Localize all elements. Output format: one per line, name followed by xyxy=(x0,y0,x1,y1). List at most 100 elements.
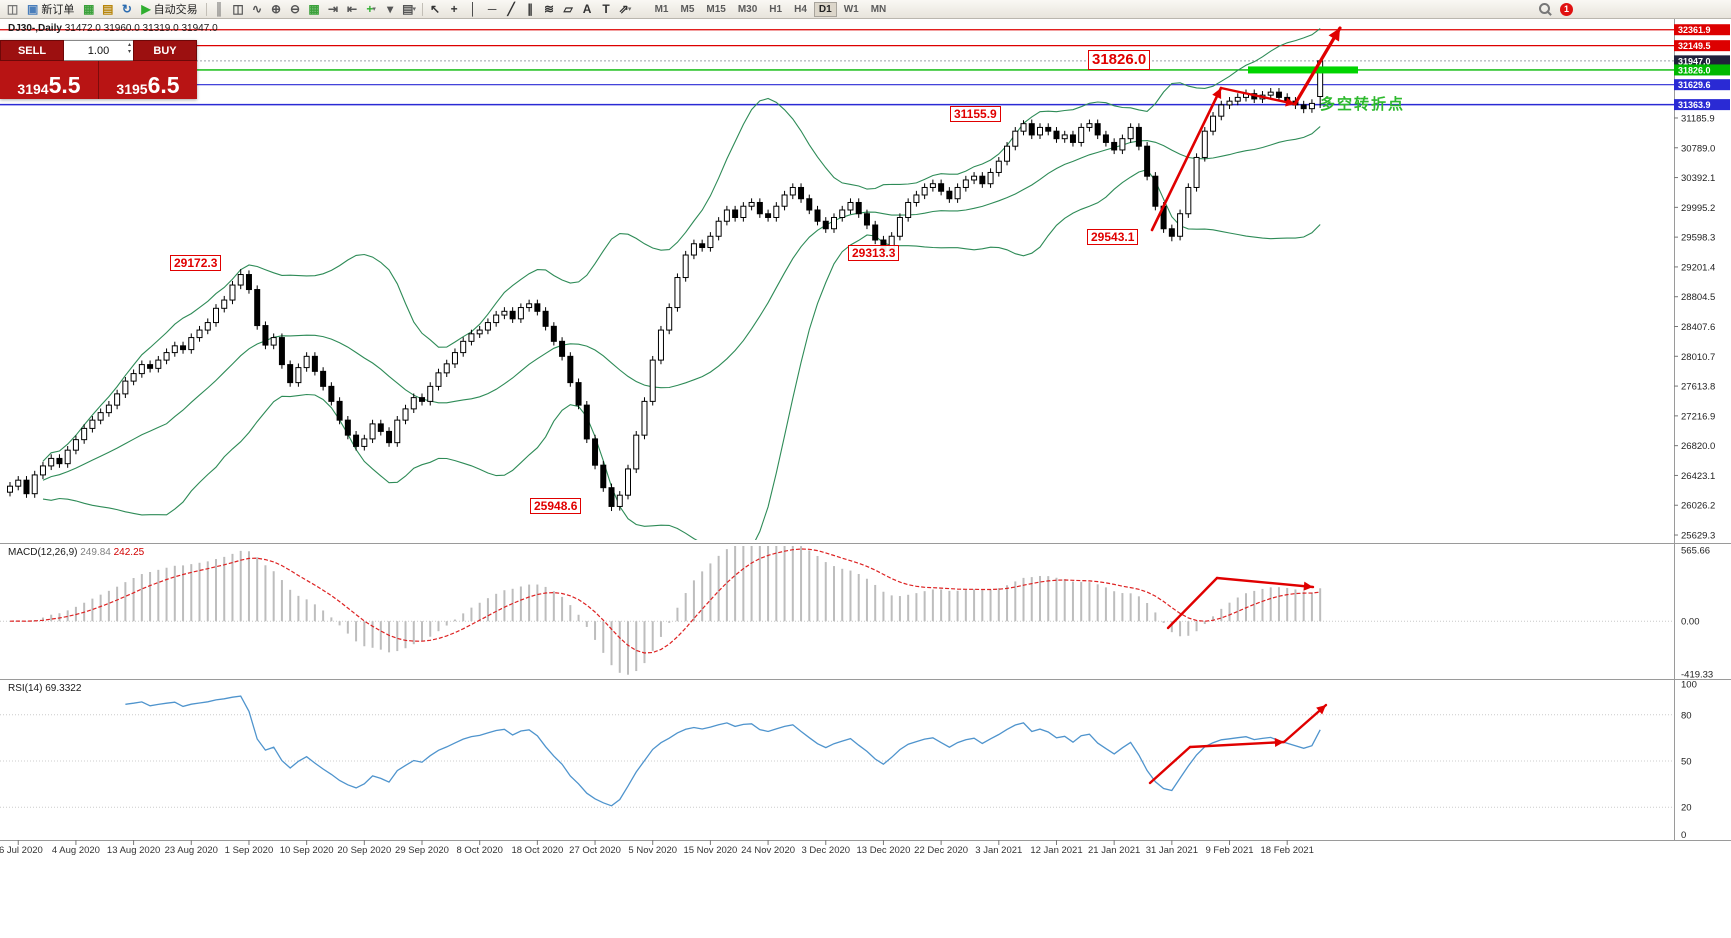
svg-text:31629.6: 31629.6 xyxy=(1678,80,1711,90)
svg-text:4 Aug 2020: 4 Aug 2020 xyxy=(52,845,100,856)
autotrading-button[interactable]: ▶ 自动交易 xyxy=(141,2,198,16)
svg-text:13 Dec 2020: 13 Dec 2020 xyxy=(857,845,911,856)
refresh-icon[interactable]: ↻ xyxy=(121,2,132,16)
svg-text:22 Dec 2020: 22 Dec 2020 xyxy=(914,845,968,856)
buy-button[interactable]: BUY xyxy=(133,40,197,61)
svg-text:1 Sep 2020: 1 Sep 2020 xyxy=(225,845,274,856)
toolbar-separator xyxy=(205,2,207,16)
timeframe-w1[interactable]: W1 xyxy=(843,3,859,15)
tile-windows-icon[interactable]: ▦ xyxy=(308,2,320,16)
svg-text:3 Jan 2021: 3 Jan 2021 xyxy=(975,845,1022,856)
chart-grid-icon[interactable]: ▦ xyxy=(83,2,95,16)
lot-size-input[interactable]: 1.00 ▴ ▾ xyxy=(64,40,133,61)
hline-objects-layer[interactable] xyxy=(0,29,1674,106)
auto-scroll-icon[interactable]: ⇥ xyxy=(328,2,339,16)
svg-text:0: 0 xyxy=(1681,830,1686,841)
zoom-out-icon[interactable]: ⊖ xyxy=(290,2,301,16)
text-label-icon[interactable]: T xyxy=(602,2,610,16)
svg-text:30789.0: 30789.0 xyxy=(1681,143,1715,154)
price-axis[interactable]: 31185.9 30789.0 30392.1 29995.2 29598.3 29201… xyxy=(1674,24,1730,841)
timeframe-m5[interactable]: M5 xyxy=(680,3,695,15)
price-callout[interactable]: 31826.0 xyxy=(1088,50,1151,70)
lot-decrease-button[interactable]: ▾ xyxy=(127,48,131,55)
line-chart-icon[interactable]: ∿ xyxy=(252,2,263,16)
periods-dropdown-icon[interactable]: ▾ xyxy=(387,2,394,16)
price-callout[interactable]: 31155.9 xyxy=(950,106,1001,122)
timeframe-m30[interactable]: M30 xyxy=(737,3,758,15)
shapes-icon[interactable]: ▱ xyxy=(563,2,573,16)
svg-text:27 Oct 2020: 27 Oct 2020 xyxy=(569,845,621,856)
cursor-icon[interactable]: ↖ xyxy=(430,2,441,16)
equidistant-channel-icon[interactable]: ∥ xyxy=(527,2,534,16)
buy-price-small: 3195 xyxy=(116,81,148,97)
svg-text:5 Nov 2020: 5 Nov 2020 xyxy=(628,845,677,856)
svg-text:29995.2: 29995.2 xyxy=(1681,203,1715,214)
time-axis[interactable]: 26 Jul 2020 4 Aug 2020 13 Aug 2020 23 Aug 2… xyxy=(0,840,1314,856)
green-highlight-bar[interactable] xyxy=(1248,66,1358,74)
fibonacci-icon[interactable]: ≋ xyxy=(544,2,555,16)
timeframe-m15[interactable]: M15 xyxy=(706,3,726,15)
bar-chart-icon[interactable]: ║ xyxy=(214,2,224,16)
toolbar: ◫ ▣ 新订单 ▦ ▤ ↻ ▶ 自动交易 ║ ◫ ∿ ⊕ ⊖ ▦ ⇥ ⇤ + ▾ ▾ ▤ ▾ ↖ + │ ─ ╱ ∥ ≋ ▱ A T ⇗ ▾ M… xyxy=(0,0,1731,19)
lot-value[interactable]: 1.00 xyxy=(87,44,110,57)
toolbar-right-group: 1 xyxy=(1538,2,1573,16)
rsi-name: RSI(14) xyxy=(8,683,43,694)
svg-text:9 Feb 2021: 9 Feb 2021 xyxy=(1205,845,1253,856)
profiles-icon[interactable]: ▤ xyxy=(102,2,114,16)
turning-point-note[interactable]: 多空转折点 xyxy=(1320,96,1406,113)
svg-text:100: 100 xyxy=(1681,680,1697,691)
arrows-icon[interactable]: ⇗ ▾ xyxy=(618,2,632,16)
sell-price[interactable]: 3194 5.5 xyxy=(0,61,98,99)
timeframe-h1[interactable]: H1 xyxy=(769,3,783,15)
svg-text:26423.1: 26423.1 xyxy=(1681,471,1715,482)
timeframe-h4[interactable]: H4 xyxy=(794,3,807,15)
trendline-icon[interactable]: ╱ xyxy=(507,2,515,16)
indicators-icon[interactable]: + ▾ xyxy=(366,2,376,16)
new-order-button[interactable]: ▣ 新订单 xyxy=(27,2,75,16)
buy-price-big: 6.5 xyxy=(147,72,180,99)
crosshair-icon[interactable]: + xyxy=(450,2,458,16)
svg-text:27216.9: 27216.9 xyxy=(1681,411,1715,422)
pane-separators[interactable] xyxy=(0,18,1731,841)
bollinger-bands xyxy=(42,28,1321,540)
chart-symbol-header: DJ30-,Daily 31472.0 31960.0 31319.0 3194… xyxy=(8,23,218,34)
price-callout[interactable]: 25948.6 xyxy=(530,498,582,514)
trend-arrows[interactable] xyxy=(1148,26,1342,785)
chart-window-icon[interactable]: ◫ xyxy=(6,2,19,16)
svg-text:30392.1: 30392.1 xyxy=(1681,173,1715,184)
svg-text:-419.33: -419.33 xyxy=(1681,670,1713,681)
svg-text:12 Jan 2021: 12 Jan 2021 xyxy=(1030,845,1082,856)
sell-price-small: 3194 xyxy=(17,81,49,97)
sell-button[interactable]: SELL xyxy=(0,40,64,61)
rsi-pane xyxy=(0,695,1674,808)
lot-spinner: ▴ ▾ xyxy=(128,42,131,55)
svg-text:31185.9: 31185.9 xyxy=(1681,113,1715,124)
candlestick-icon[interactable]: ◫ xyxy=(232,2,244,16)
notification-badge[interactable]: 1 xyxy=(1560,2,1573,16)
vertical-line-icon[interactable]: │ xyxy=(469,2,477,16)
one-click-trading-panel: SELL 1.00 ▴ ▾ BUY 3194 5.5 3195 6.5 xyxy=(0,40,197,99)
zoom-in-icon[interactable]: ⊕ xyxy=(271,2,282,16)
buy-price[interactable]: 3195 6.5 xyxy=(98,61,197,99)
symbol-period-label: DJ30-,Daily xyxy=(8,23,62,34)
svg-text:29201.4: 29201.4 xyxy=(1681,262,1715,273)
price-callout[interactable]: 29543.1 xyxy=(1087,229,1139,245)
chart-shift-icon[interactable]: ⇤ xyxy=(347,2,358,16)
horizontal-line-icon[interactable]: ─ xyxy=(487,2,497,16)
timeframe-mn[interactable]: MN xyxy=(870,3,887,15)
templates-icon[interactable]: ▤ ▾ xyxy=(402,2,416,16)
price-callout[interactable]: 29313.3 xyxy=(848,245,900,261)
timeframe-m1[interactable]: M1 xyxy=(654,3,669,15)
lot-increase-button[interactable]: ▴ xyxy=(127,42,131,48)
svg-text:26026.2: 26026.2 xyxy=(1681,501,1715,512)
timeframe-d1[interactable]: D1 xyxy=(813,1,837,17)
search-icon[interactable] xyxy=(1538,2,1552,16)
svg-text:20 Sep 2020: 20 Sep 2020 xyxy=(337,845,391,856)
macd-main-value: 249.84 xyxy=(80,547,111,558)
svg-text:27613.8: 27613.8 xyxy=(1681,382,1715,393)
svg-text:32149.5: 32149.5 xyxy=(1678,41,1711,51)
price-callout[interactable]: 29172.3 xyxy=(170,255,222,271)
text-icon[interactable]: A xyxy=(582,2,592,16)
